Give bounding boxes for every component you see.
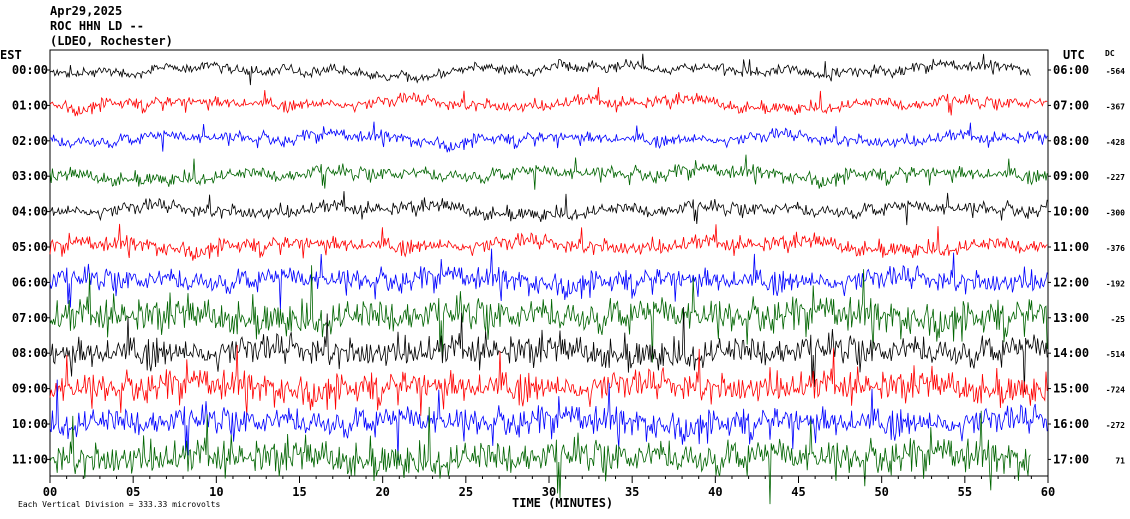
utc-hour-label: 11:00 [1053,240,1089,254]
x-tick-label: 20 [375,485,389,499]
dc-value: -25 [1111,315,1126,324]
est-axis-title: EST [0,48,22,62]
utc-hour-label: 10:00 [1053,205,1089,219]
dc-value: -564 [1106,67,1125,76]
utc-hour-label: 08:00 [1053,134,1089,148]
utc-hour-label: 06:00 [1053,63,1089,77]
scale-footnote: Each Vertical Division = 333.33 microvol… [18,500,221,509]
est-hour-label: 09:00 [12,382,48,396]
trace-0700 [49,265,1048,363]
trace-0500 [49,223,1048,261]
est-hour-label: 00:00 [12,63,48,77]
x-tick-label: 05 [126,485,140,499]
x-tick-label: 40 [708,485,722,499]
est-hour-label: 08:00 [12,346,48,360]
x-tick-label: 15 [292,485,306,499]
trace-group [49,53,1048,505]
chart-date: Apr29,2025 [50,4,123,18]
x-tick-label: 60 [1041,485,1055,499]
dc-value: 71 [1115,456,1125,465]
chart-station: ROC HHN LD -- [50,19,144,33]
trace-0400 [49,191,1048,226]
est-hour-label: 02:00 [12,134,48,148]
trace-0600 [49,248,1048,311]
x-tick-label: 00 [43,485,57,499]
dc-value: -367 [1106,102,1125,111]
x-tick-label: 35 [625,485,639,499]
utc-hour-label: 17:00 [1053,452,1089,466]
dc-value: -300 [1106,209,1125,218]
est-hour-label: 01:00 [12,98,48,112]
trace-1100 [49,406,1031,505]
utc-axis-title: UTC [1063,48,1085,62]
dc-value: -724 [1106,386,1125,395]
utc-hour-label: 12:00 [1053,275,1089,289]
trace-0000 [49,53,1031,86]
trace-1000 [49,379,1048,461]
est-hour-label: 04:00 [12,205,48,219]
x-tick-label: 30 [542,485,556,499]
est-hour-label: 07:00 [12,311,48,325]
dc-value: -376 [1106,244,1125,253]
trace-0800 [49,306,1048,393]
trace-0200 [49,121,1048,153]
est-hour-label: 03:00 [12,169,48,183]
x-tick-label: 25 [459,485,473,499]
utc-hour-label: 14:00 [1053,346,1089,360]
tick-group [47,69,1051,483]
est-hour-label: 11:00 [12,452,48,466]
dc-value: -227 [1106,173,1125,182]
utc-hour-label: 09:00 [1053,169,1089,183]
utc-hour-label: 07:00 [1053,98,1089,112]
est-hour-label: 06:00 [12,275,48,289]
utc-hour-label: 15:00 [1053,382,1089,396]
chart-location: (LDEO, Rochester) [50,34,173,48]
dc-value: -272 [1106,421,1125,430]
x-axis-label: TIME (MINUTES) [512,496,614,510]
x-tick-label: 55 [958,485,972,499]
dc-value: -428 [1106,138,1125,147]
dc-value: -514 [1106,350,1125,359]
x-tick-label: 50 [874,485,888,499]
x-tick-label: 45 [791,485,805,499]
utc-hour-label: 16:00 [1053,417,1089,431]
est-hour-label: 05:00 [12,240,48,254]
plot-frame [49,49,1049,477]
est-hour-label: 10:00 [12,417,48,431]
dc-value: -192 [1106,279,1125,288]
label-group: 00 05 10 15 20 25 30 35 40 45 50 55 60 00:00 06:00 -564… [12,63,1125,499]
trace-0900 [49,344,1048,416]
x-tick-label: 10 [209,485,223,499]
utc-hour-label: 13:00 [1053,311,1089,325]
trace-0100 [49,87,1048,117]
dc-column-title: DC [1105,49,1115,58]
trace-0300 [49,154,1048,190]
